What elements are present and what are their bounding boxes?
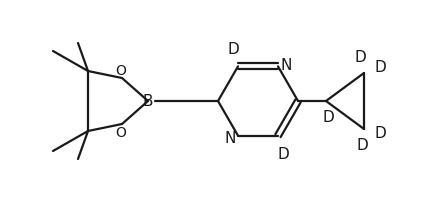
Text: D: D <box>356 138 368 153</box>
Text: N: N <box>280 58 292 72</box>
Text: D: D <box>277 146 289 161</box>
Text: D: D <box>227 42 239 57</box>
Text: D: D <box>322 110 334 125</box>
Text: D: D <box>354 50 366 65</box>
Text: O: O <box>115 125 126 139</box>
Text: D: D <box>374 126 386 141</box>
Text: B: B <box>143 94 153 109</box>
Text: O: O <box>115 64 126 78</box>
Text: N: N <box>224 131 236 145</box>
Text: D: D <box>374 60 386 75</box>
